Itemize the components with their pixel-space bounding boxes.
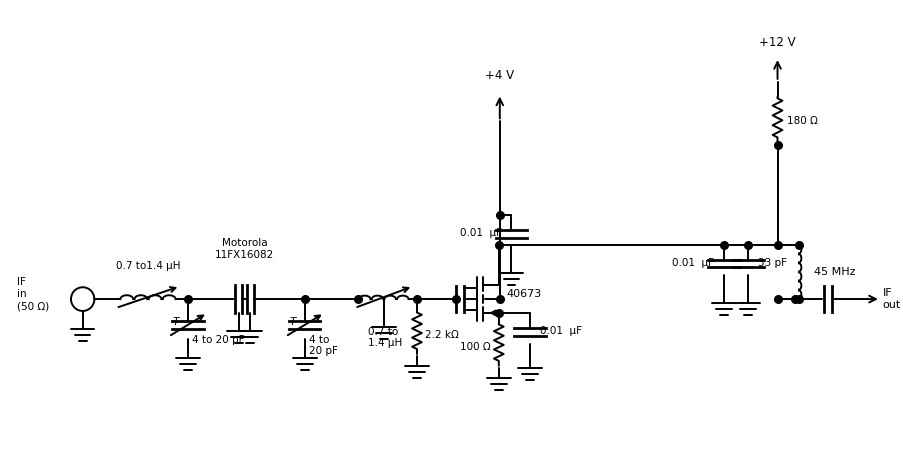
Text: 4 to
20 pF: 4 to 20 pF: [309, 335, 338, 356]
Text: 0.7 to
1.4 μH: 0.7 to 1.4 μH: [368, 327, 402, 348]
Text: Motorola
11FX16082: Motorola 11FX16082: [215, 238, 274, 260]
Text: 0.01  μF: 0.01 μF: [539, 326, 582, 336]
Text: 0.7 to1.4 μH: 0.7 to1.4 μH: [116, 262, 180, 271]
Text: 0.01  μF: 0.01 μF: [672, 257, 713, 267]
Text: 33 pF: 33 pF: [758, 257, 787, 267]
Text: +12 V: +12 V: [759, 36, 795, 49]
Text: 100 Ω: 100 Ω: [460, 341, 490, 351]
Text: T: T: [172, 317, 179, 327]
Text: 45 MHz: 45 MHz: [813, 267, 854, 277]
Text: IF
out: IF out: [882, 288, 900, 310]
Text: +4 V: +4 V: [485, 69, 514, 82]
Text: 0.01  μF: 0.01 μF: [460, 228, 501, 238]
Text: 4 to 20 pF: 4 to 20 pF: [191, 335, 244, 345]
Text: 180 Ω: 180 Ω: [787, 116, 817, 126]
Text: IF
in
(50 Ω): IF in (50 Ω): [17, 277, 50, 311]
Text: T: T: [289, 317, 295, 327]
Text: 2.2 kΩ: 2.2 kΩ: [424, 330, 458, 340]
Text: 40673: 40673: [506, 289, 541, 299]
